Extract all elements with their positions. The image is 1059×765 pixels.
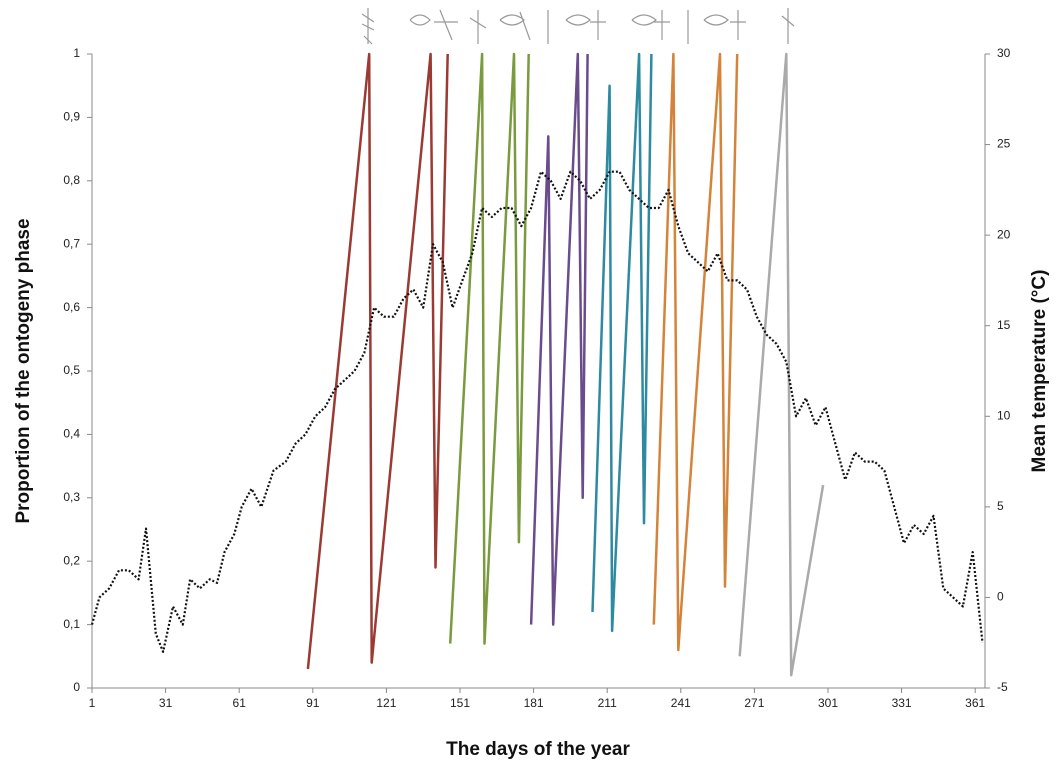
y2-tick-label: 15 <box>997 318 1011 332</box>
ontogeny-line <box>448 52 530 645</box>
y-axis-title: Proportion of the ontogeny phase <box>13 218 34 523</box>
y-tick-label: 0,6 <box>63 300 80 314</box>
ontogeny-line <box>306 52 449 670</box>
x-tick-label: 31 <box>159 696 173 710</box>
x-tick-label: 151 <box>450 696 470 710</box>
x-axis-title: The days of the year <box>446 739 630 760</box>
x-tick-label: 361 <box>965 696 985 710</box>
x-tick-label: 61 <box>233 696 247 710</box>
ontogeny-line <box>529 52 589 626</box>
x-tick-label: 241 <box>671 696 691 710</box>
x-tick-label: 121 <box>376 696 396 710</box>
y-tick-label: 0,2 <box>63 553 80 567</box>
x-tick-label: 331 <box>892 696 912 710</box>
x-tick-label: 271 <box>744 696 764 710</box>
y-tick-label: 0,3 <box>63 490 80 504</box>
y-tick-label: 1 <box>73 46 80 60</box>
y2-tick-label: 30 <box>997 46 1011 60</box>
x-tick-label: 1 <box>89 696 96 710</box>
ontogeny-line <box>738 52 825 677</box>
y-tick-label: 0,1 <box>63 617 80 631</box>
y2-axis-title: Mean temperature (°C) <box>1029 270 1050 473</box>
ontogeny-line <box>591 52 653 633</box>
y-tick-label: 0,9 <box>63 110 80 124</box>
y-tick-label: 0,5 <box>63 363 80 377</box>
x-tick-label: 301 <box>818 696 838 710</box>
y2-tick-label: 0 <box>997 590 1004 604</box>
y2-tick-label: 25 <box>997 137 1011 151</box>
x-tick-label: 91 <box>306 696 320 710</box>
y2-tick-label: 20 <box>997 227 1011 241</box>
y2-tick-label: 5 <box>997 499 1004 513</box>
y-tick-label: 0 <box>73 680 80 694</box>
y2-tick-label: -5 <box>997 680 1008 694</box>
y-tick-label: 0,8 <box>63 173 80 187</box>
y-tick-label: 0,7 <box>63 236 80 250</box>
y2-tick-label: 10 <box>997 408 1011 422</box>
temperature-line <box>90 170 984 653</box>
x-tick-label: 211 <box>598 696 617 710</box>
x-tick-label: 181 <box>524 696 544 710</box>
larva-icons <box>361 8 795 45</box>
y-tick-label: 0,4 <box>63 427 80 441</box>
ontogeny-line <box>652 52 739 652</box>
